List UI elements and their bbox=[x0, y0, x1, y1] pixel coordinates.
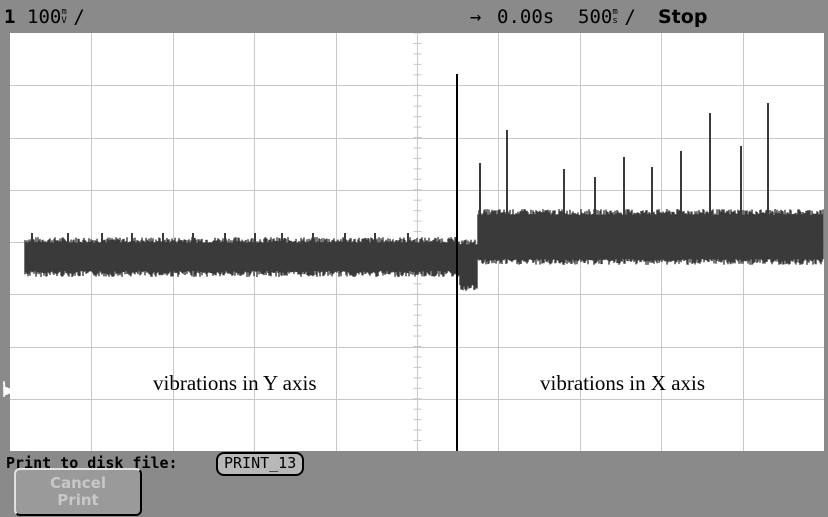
volts-per-div-value: 100 bbox=[27, 6, 62, 28]
svg-text:1: 1 bbox=[2, 382, 7, 391]
left-marker-strip: 1 bbox=[0, 33, 16, 451]
annotation-divider-line bbox=[456, 74, 458, 461]
channel-number[interactable]: 1 bbox=[4, 6, 16, 28]
annotation-x-axis: vibrations in X axis bbox=[540, 371, 706, 395]
delay-value[interactable]: 0.00s bbox=[497, 6, 555, 28]
softkey-bar: Print to disk file: PRINT_13 Cancel Prin… bbox=[0, 451, 828, 517]
cancel-print-line2: Print bbox=[57, 491, 99, 509]
waveform-graticule bbox=[10, 33, 824, 451]
volts-unit-prefix: m bbox=[61, 7, 67, 17]
print-filename-field[interactable]: PRINT_13 bbox=[216, 452, 305, 476]
timebase[interactable]: 500 m s / bbox=[578, 6, 636, 28]
print-to-disk-label: Print to disk file: bbox=[6, 454, 178, 472]
time-unit-prefix: m bbox=[612, 7, 618, 17]
right-frame-strip bbox=[824, 33, 828, 451]
time-unit-base: s bbox=[612, 16, 618, 26]
waveform-display bbox=[10, 33, 824, 451]
waveform-trace bbox=[24, 209, 824, 291]
volts-unit-base: V bbox=[61, 16, 67, 26]
status-bar: 1 100 m V / → 0.00s 500 m s / Stop bbox=[0, 0, 828, 33]
time-per-div-value: 500 bbox=[578, 6, 613, 28]
run-state[interactable]: Stop bbox=[658, 6, 708, 28]
waveform-spikes bbox=[31, 103, 769, 245]
trigger-delay-arrow-icon: → bbox=[470, 6, 482, 28]
channel-scale[interactable]: 100 m V / bbox=[27, 6, 85, 28]
annotation-y-axis: vibrations in Y axis bbox=[153, 371, 317, 395]
cancel-print-button[interactable]: Cancel Print bbox=[14, 468, 142, 516]
cancel-print-line1: Cancel bbox=[49, 474, 106, 492]
